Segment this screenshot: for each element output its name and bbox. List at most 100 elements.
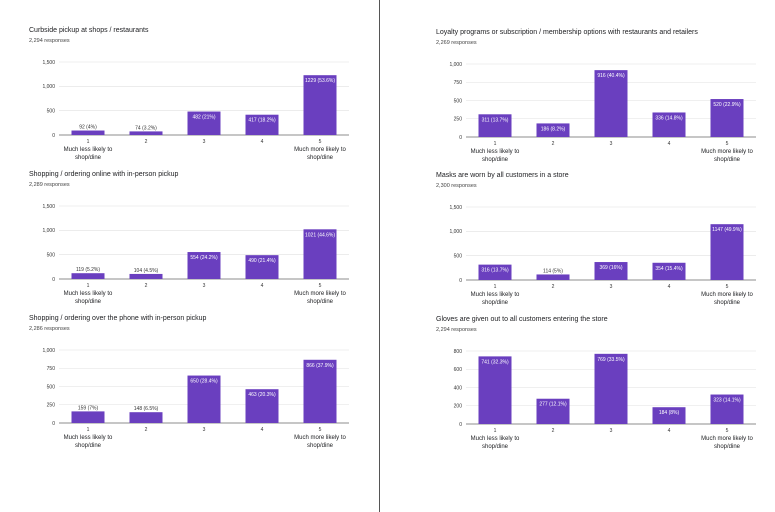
chart-title: Masks are worn by all customers in a sto… [436,172,569,179]
bar [710,99,744,137]
y-tick-label: 0 [52,133,55,139]
x-tick-label: 3 [203,139,206,145]
response-count: 2,269 responses [436,40,477,46]
x-category-sublabel: Much more likely to [294,435,346,441]
data-label: 311 (13.7%) [482,117,509,123]
chart-panel-phone-pickup: Shopping / ordering over the phone with … [29,315,349,460]
y-tick-label: 1,000 [42,228,55,234]
x-tick-label: 1 [494,428,497,434]
data-label: 490 (21.4%) [248,258,276,264]
page-divider [379,0,380,512]
y-tick-label: 1,000 [42,348,55,354]
x-tick-label: 4 [668,428,671,434]
response-count: 2,289 responses [29,182,70,188]
x-tick-label: 4 [261,283,264,289]
bar [594,70,628,137]
x-category-sublabel: Much more likely to [701,292,753,298]
y-tick-label: 1,500 [449,205,462,211]
data-label: 482 (21%) [192,115,215,121]
x-tick-label: 5 [319,139,322,145]
x-category-sublabel: shop/dine [714,300,741,306]
y-tick-label: 1,000 [42,84,55,90]
bar-chart: 0 250 500 750 1,000 159 (7%) 1 Much less likely… [42,348,349,449]
y-tick-label: 500 [454,98,463,104]
bar [71,273,105,279]
x-tick-label: 5 [319,427,322,433]
y-tick-label: 0 [459,135,462,141]
data-label: 316 (13.7%) [481,268,509,274]
data-label: 184 (8%) [659,410,680,416]
data-label: 417 (18.2%) [248,118,276,124]
bar [71,411,105,423]
x-category-sublabel: shop/dine [307,299,334,305]
data-label: 354 (15.4%) [655,266,683,272]
y-tick-label: 0 [52,421,55,427]
chart-title: Gloves are given out to all customers en… [436,316,608,323]
x-tick-label: 2 [552,428,555,434]
bar [245,255,279,279]
bar [478,114,512,137]
bar [652,407,686,424]
x-tick-label: 5 [726,141,729,147]
x-category-sublabel: Much more likely to [701,149,753,155]
bar [536,274,570,280]
data-label: 769 (33.5%) [597,357,625,363]
x-category-sublabel: Much less likely to [471,436,520,442]
bar [594,353,628,424]
bar [245,114,279,135]
x-tick-label: 3 [610,284,613,290]
x-category-sublabel: shop/dine [482,157,509,163]
data-label: 74 (3.2%) [135,125,157,131]
bar [303,75,337,135]
y-tick-label: 750 [47,366,56,372]
x-category-sublabel: shop/dine [75,155,102,161]
x-category-sublabel: shop/dine [75,299,102,305]
data-label: 463 (20.3%) [248,392,276,398]
x-tick-label: 2 [145,283,148,289]
data-label: 114 (5%) [543,268,563,274]
response-count: 2,294 responses [436,327,477,333]
bar-chart: 0 200 400 600 800 741 (32.3%) 1 Much less likel… [454,349,756,450]
bar [594,262,628,280]
chart-title: Curbside pickup at shops / restaurants [29,27,149,34]
x-category-sublabel: shop/dine [307,155,334,161]
y-tick-label: 0 [459,278,462,284]
data-label: 650 (28.4%) [190,379,218,385]
data-label: 1021 (44.6%) [305,232,335,238]
data-label: 92 (4%) [79,125,97,131]
bar-chart: 0 250 500 750 1,000 311 (13.7%) 1 Much less lik… [449,62,756,163]
data-label: 336 (14.8%) [655,115,683,121]
response-count: 2,286 responses [29,326,70,332]
x-tick-label: 2 [145,139,148,145]
x-category-sublabel: shop/dine [482,300,509,306]
data-label: 916 (40.4%) [597,73,625,79]
y-tick-label: 1,000 [449,62,462,68]
bar [71,130,105,135]
bar [187,252,221,279]
chart-panel-gloves: Gloves are given out to all customers en… [436,316,756,461]
bar [536,123,570,137]
y-tick-label: 800 [454,349,463,355]
bar-chart: 0 500 1,000 1,500 119 (5.2%) 1 Much less likel… [42,204,349,305]
data-label: 186 (8.2%) [541,126,566,132]
x-category-sublabel: Much more likely to [294,147,346,153]
bar-chart: 0 500 1,000 1,500 92 (4%) 1 Much less likely t… [42,60,349,161]
y-tick-label: 500 [47,108,56,114]
y-tick-label: 1,500 [42,204,55,210]
bar [129,131,163,135]
bar [710,224,744,280]
x-category-sublabel: shop/dine [307,443,334,449]
data-label: 148 (6.5%) [134,406,159,412]
x-tick-label: 3 [610,428,613,434]
x-tick-label: 2 [552,284,555,290]
bar [245,389,279,423]
y-tick-label: 1,000 [449,229,462,235]
y-tick-label: 500 [47,252,56,258]
response-count: 2,294 responses [29,38,70,44]
x-category-sublabel: shop/dine [482,444,509,450]
y-tick-label: 0 [459,422,462,428]
bar [129,412,163,423]
data-label: 1229 (53.6%) [305,78,335,84]
x-category-sublabel: Much less likely to [471,149,520,155]
chart-panel-loyalty: Loyalty programs or subscription / membe… [436,29,756,174]
